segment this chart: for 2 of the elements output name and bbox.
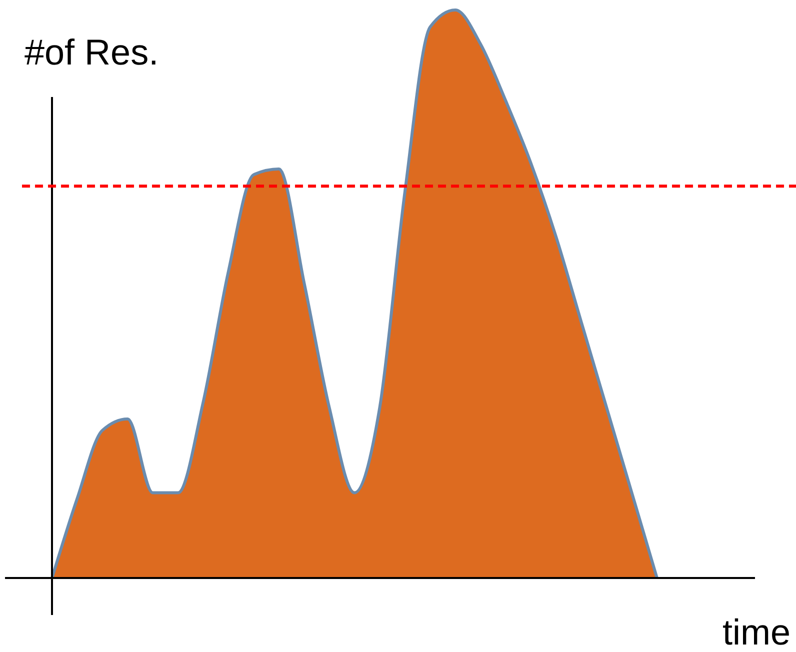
y-axis-title: #of Res. bbox=[24, 32, 159, 72]
x-axis-title: time bbox=[722, 612, 790, 652]
